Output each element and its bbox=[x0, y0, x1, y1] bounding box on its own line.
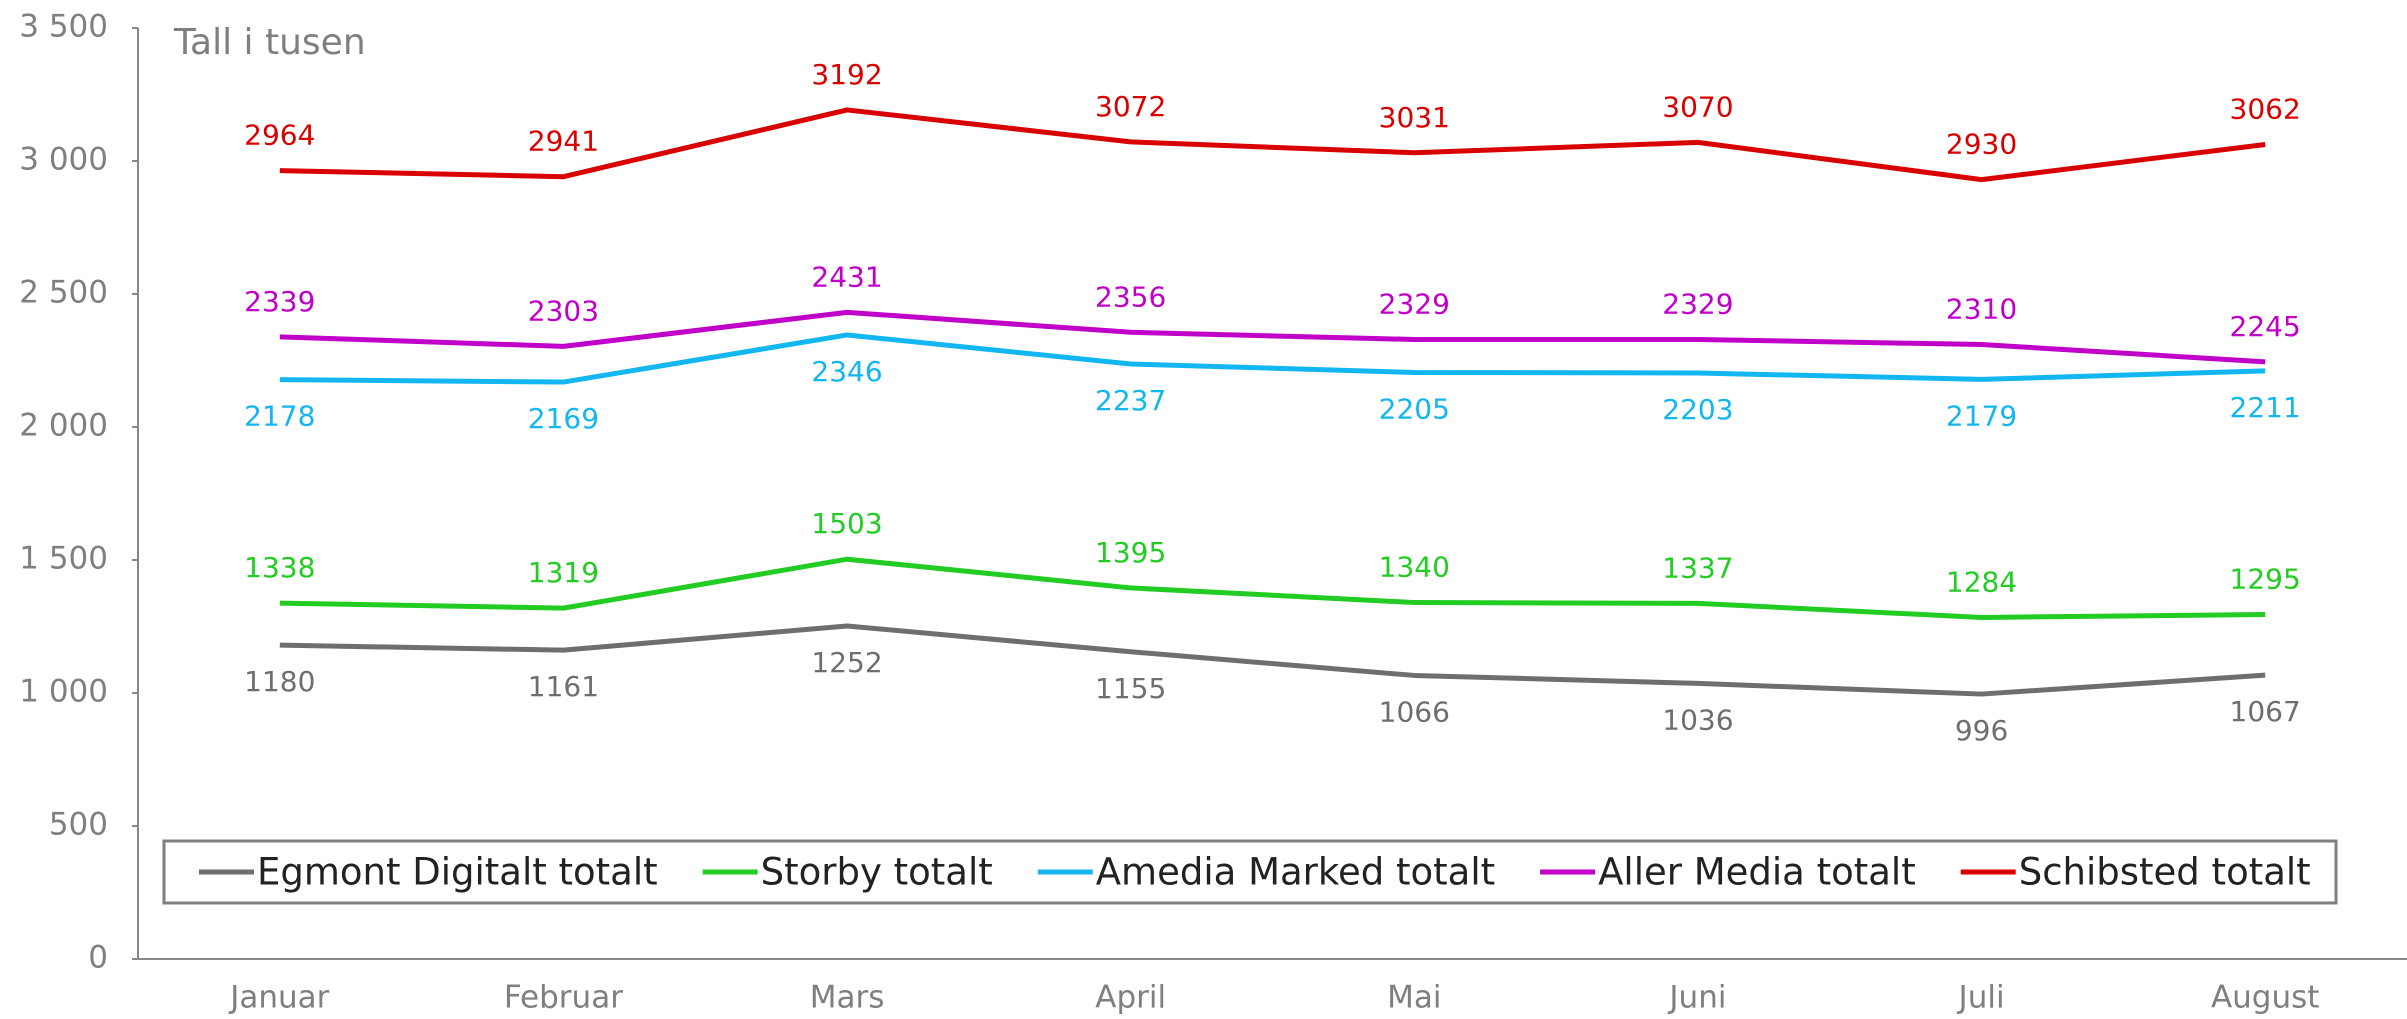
data-label: 3072 bbox=[1095, 90, 1166, 123]
data-label: 1337 bbox=[1662, 551, 1733, 584]
y-tick-label: 500 bbox=[49, 807, 108, 843]
data-label: 2205 bbox=[1379, 392, 1450, 425]
line bbox=[279, 332, 2266, 385]
data-label: 1340 bbox=[1379, 551, 1450, 584]
legend-label: Egmont Digitalt totalt bbox=[257, 851, 658, 894]
data-label: 3070 bbox=[1662, 90, 1733, 123]
y-tick-label: 2 000 bbox=[19, 408, 108, 444]
data-label: 2178 bbox=[244, 400, 315, 433]
legend-label: Amedia Marked totalt bbox=[1096, 851, 1495, 894]
legend-label: Schibsted totalt bbox=[2019, 851, 2311, 894]
data-label: 2179 bbox=[1946, 399, 2017, 432]
x-tick-label: Juni bbox=[1667, 980, 1726, 1016]
line bbox=[279, 107, 2266, 183]
data-label: 2431 bbox=[811, 260, 882, 293]
y-tick-label: 3 500 bbox=[19, 9, 108, 45]
data-label: 3031 bbox=[1379, 101, 1450, 134]
data-label: 1338 bbox=[244, 551, 315, 584]
data-label: 1395 bbox=[1095, 536, 1166, 569]
data-label: 2964 bbox=[244, 119, 315, 152]
data-label: 2329 bbox=[1662, 287, 1733, 320]
data-label: 1067 bbox=[2230, 695, 2301, 728]
data-label: 996 bbox=[1955, 714, 2008, 747]
data-label: 2203 bbox=[1662, 393, 1733, 426]
y-tick-label: 1 500 bbox=[19, 541, 108, 577]
y-tick-label: 1 000 bbox=[19, 674, 108, 710]
annotation: Tall i tusen bbox=[173, 22, 366, 63]
data-label: 1252 bbox=[811, 646, 882, 679]
data-label: 2346 bbox=[811, 355, 882, 388]
x-tick-label: Februar bbox=[504, 980, 623, 1016]
x-tick-label: August bbox=[2211, 980, 2320, 1016]
data-label: 1180 bbox=[244, 665, 315, 698]
x-tick-label: Mai bbox=[1387, 980, 1441, 1016]
data-label: 2169 bbox=[528, 402, 599, 435]
data-label: 1284 bbox=[1946, 565, 2017, 598]
line bbox=[279, 556, 2266, 620]
data-label: 2356 bbox=[1095, 280, 1166, 313]
data-label: 2339 bbox=[244, 285, 315, 318]
x-tick-label: Juli bbox=[1957, 980, 2005, 1016]
data-label: 3192 bbox=[811, 58, 882, 91]
data-label: 2211 bbox=[2230, 391, 2301, 424]
y-tick-label: 3 000 bbox=[19, 142, 108, 178]
legend-label: Storby totalt bbox=[761, 851, 993, 894]
data-label: 2941 bbox=[528, 125, 599, 158]
data-label: 3062 bbox=[2230, 93, 2301, 126]
data-label: 1036 bbox=[1662, 703, 1733, 736]
x-tick-label: Mars bbox=[810, 980, 885, 1016]
y-tick-label: 2 500 bbox=[19, 275, 108, 311]
data-label: 1161 bbox=[528, 670, 599, 703]
data-label: 1503 bbox=[811, 507, 882, 540]
data-label: 1066 bbox=[1379, 695, 1450, 728]
data-label: 1295 bbox=[2230, 563, 2301, 596]
x-tick-label: April bbox=[1095, 980, 1166, 1016]
data-label: 1155 bbox=[1095, 672, 1166, 705]
data-label: 2303 bbox=[528, 294, 599, 327]
legend-label: Aller Media totalt bbox=[1598, 851, 1916, 894]
data-label: 2237 bbox=[1095, 384, 1166, 417]
data-label: 1319 bbox=[528, 556, 599, 589]
data-label: 2245 bbox=[2230, 310, 2301, 343]
y-tick-label: 0 bbox=[88, 940, 108, 976]
data-label: 2329 bbox=[1379, 287, 1450, 320]
x-tick-label: Januar bbox=[228, 980, 329, 1016]
data-label: 2310 bbox=[1946, 293, 2017, 326]
data-label: 2930 bbox=[1946, 128, 2017, 161]
line bbox=[279, 309, 2266, 365]
line bbox=[279, 623, 2266, 697]
